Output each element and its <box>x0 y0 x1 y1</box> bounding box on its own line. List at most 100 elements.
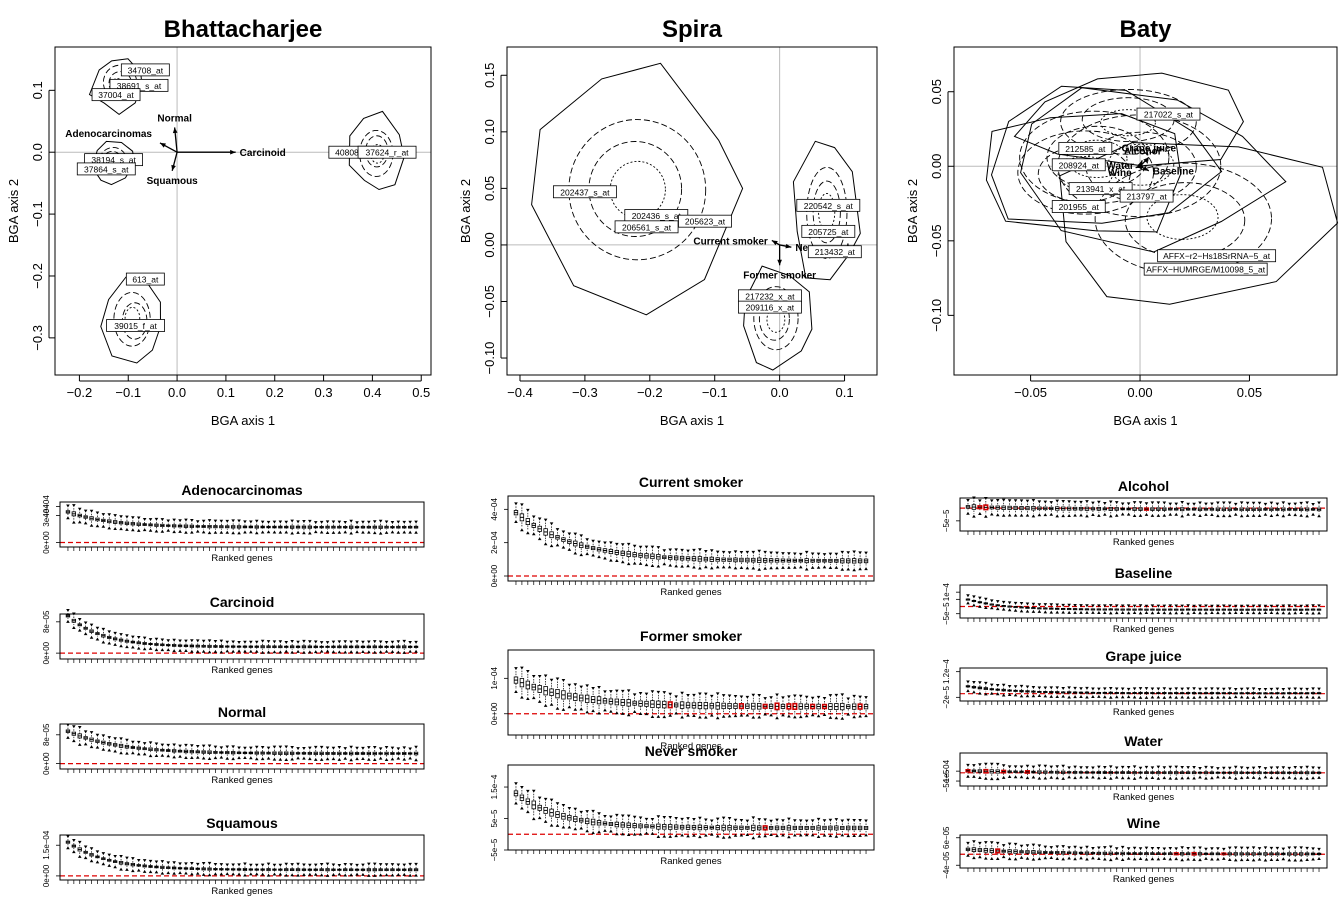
max-marker <box>372 862 377 866</box>
max-marker <box>237 746 241 750</box>
min-marker <box>709 832 714 836</box>
min-marker <box>313 650 318 654</box>
min-marker <box>325 873 330 877</box>
min-marker <box>160 753 165 757</box>
min-marker <box>966 511 970 515</box>
min-marker <box>72 850 76 854</box>
max-marker <box>1198 604 1202 608</box>
max-marker <box>1257 766 1262 770</box>
density-contour <box>124 306 141 330</box>
min-marker <box>1103 512 1107 516</box>
max-marker <box>1275 502 1280 506</box>
min-marker <box>591 553 595 557</box>
max-marker <box>644 692 649 696</box>
y-tick-label: 0.05 <box>482 176 497 201</box>
max-marker <box>769 696 773 700</box>
max-marker <box>207 861 212 865</box>
gene-label-box <box>106 319 165 332</box>
max-marker <box>325 746 330 750</box>
max-marker <box>201 639 206 643</box>
min-marker <box>284 873 289 877</box>
max-marker <box>620 814 625 818</box>
min-marker <box>549 702 554 706</box>
max-marker <box>1168 765 1173 769</box>
max-marker <box>254 863 259 867</box>
x-axis-label: Ranked genes <box>211 775 273 786</box>
max-marker <box>77 507 82 511</box>
min-marker <box>1311 611 1315 615</box>
plot-frame <box>507 649 875 736</box>
max-marker <box>225 745 230 749</box>
x-axis-label: Ranked genes <box>211 665 273 676</box>
min-marker <box>1198 514 1202 518</box>
min-marker <box>978 776 982 780</box>
min-marker <box>1091 610 1095 614</box>
max-marker <box>1150 847 1155 851</box>
max-marker <box>1007 842 1012 846</box>
min-marker <box>131 645 135 649</box>
min-marker <box>414 649 418 653</box>
min-marker <box>1049 775 1054 779</box>
min-marker <box>1180 514 1184 518</box>
max-marker <box>249 863 253 867</box>
gene-label: 212585_at <box>1065 144 1106 154</box>
max-marker <box>207 744 212 748</box>
min-marker <box>704 565 708 569</box>
max-marker <box>166 519 171 523</box>
min-marker <box>972 514 976 518</box>
min-marker <box>195 871 200 875</box>
arrow-label: Adenocarcinomas <box>65 129 152 140</box>
min-marker <box>83 632 88 636</box>
min-marker <box>89 523 94 527</box>
max-marker <box>195 862 200 866</box>
min-marker <box>1031 514 1036 518</box>
max-marker <box>237 863 241 867</box>
max-marker <box>396 640 401 644</box>
max-marker <box>1037 764 1042 768</box>
min-marker <box>184 649 188 653</box>
max-marker <box>1001 683 1006 687</box>
max-marker <box>219 863 224 867</box>
max-marker <box>1245 846 1250 850</box>
min-marker <box>1085 857 1089 861</box>
max-marker <box>846 551 851 555</box>
min-marker <box>1156 611 1161 615</box>
max-marker <box>195 744 200 748</box>
max-marker <box>260 863 265 867</box>
max-marker <box>810 552 815 556</box>
min-marker <box>372 650 377 654</box>
x-tick-label: 0.1 <box>217 385 235 400</box>
min-marker <box>680 833 684 837</box>
y-axis-label: BGA axis 2 <box>905 179 920 243</box>
max-marker <box>148 859 153 863</box>
min-marker <box>1251 513 1256 517</box>
gene-label: 213797_at <box>1127 192 1168 202</box>
min-marker <box>1162 611 1167 615</box>
min-marker <box>184 756 188 760</box>
min-marker <box>1061 610 1065 614</box>
min-marker <box>278 757 283 761</box>
max-marker <box>243 862 247 866</box>
max-marker <box>101 852 106 856</box>
min-marker <box>72 626 76 630</box>
gene-label: 202436_s_at <box>632 211 682 221</box>
min-marker <box>319 757 324 761</box>
max-marker <box>864 696 868 700</box>
max-marker <box>1239 501 1244 505</box>
min-marker <box>1055 610 1060 614</box>
min-marker <box>680 715 684 719</box>
min-marker <box>966 774 970 778</box>
max-marker <box>1150 604 1155 608</box>
min-marker <box>1013 608 1018 612</box>
min-marker <box>83 856 88 860</box>
min-marker <box>207 757 212 761</box>
min-marker <box>804 567 809 571</box>
density-contour <box>1107 143 1175 186</box>
min-marker <box>514 519 518 523</box>
max-marker <box>1311 847 1315 851</box>
min-marker <box>384 757 389 761</box>
x-axis-label: Ranked genes <box>660 856 722 867</box>
min-marker <box>178 754 182 758</box>
